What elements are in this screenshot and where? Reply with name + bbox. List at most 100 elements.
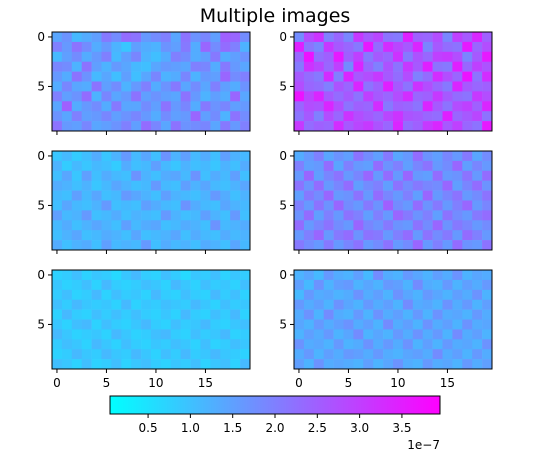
colorbar-gradient — [110, 396, 440, 414]
heatmap-cell — [151, 190, 162, 201]
heatmap-cell — [101, 329, 112, 340]
heatmap-cell — [230, 111, 241, 122]
heatmap-cell — [131, 220, 142, 231]
heatmap-cell — [452, 51, 463, 62]
heatmap-cell — [220, 359, 231, 370]
heatmap-cell — [303, 319, 315, 330]
heatmap-cell — [131, 319, 142, 330]
heatmap-cell — [313, 359, 324, 370]
heatmap-cell — [422, 210, 433, 221]
heatmap-cell — [462, 309, 473, 320]
heatmap-cell — [422, 91, 433, 102]
heatmap-cell — [81, 220, 92, 231]
heatmap-cell — [101, 41, 112, 53]
heatmap-cell — [472, 329, 483, 340]
heatmap-cell — [190, 101, 201, 112]
heatmap-cell — [81, 101, 92, 112]
heatmap-cell — [323, 339, 334, 350]
heatmap-cell — [462, 151, 473, 162]
heatmap-cell — [91, 91, 102, 102]
heatmap-cell — [71, 289, 82, 300]
heatmap-cell — [333, 71, 344, 82]
heatmap-cell — [121, 61, 132, 72]
heatmap-cell — [200, 160, 211, 172]
heatmap-cell — [141, 230, 152, 241]
heatmap-cell — [363, 210, 374, 221]
heatmap-cell — [313, 151, 324, 162]
heatmap-cell — [343, 61, 354, 72]
heatmap-cell — [462, 160, 473, 172]
heatmap-cell — [111, 180, 122, 191]
heatmap-cell — [81, 81, 92, 92]
heatmap-cell — [101, 51, 112, 62]
heatmap-cell — [452, 180, 463, 191]
heatmap-cell — [61, 299, 73, 310]
heatmap-cell — [61, 41, 73, 53]
heatmap-cell — [412, 121, 423, 132]
heatmap-cell — [121, 329, 132, 340]
heatmap-cell — [393, 101, 404, 112]
heatmap-cell — [432, 41, 443, 53]
heatmap-cell — [412, 339, 423, 350]
heatmap-cell — [210, 61, 221, 72]
heatmap-cell — [151, 111, 162, 122]
heatmap-cell — [482, 180, 493, 191]
heatmap-cell — [412, 230, 423, 241]
heatmap-cell — [160, 329, 172, 340]
heatmap-cell — [402, 359, 414, 370]
y-tick-label: 0 — [37, 30, 45, 44]
heatmap-cell — [200, 32, 211, 43]
heatmap-cell — [402, 210, 414, 221]
heatmap-cell — [91, 151, 102, 162]
heatmap-cell — [121, 32, 132, 43]
heatmap-cell — [111, 309, 122, 320]
heatmap-cell — [180, 111, 191, 122]
heatmap-cell — [81, 289, 92, 300]
heatmap-cell — [373, 319, 384, 330]
heatmap-cell — [91, 210, 102, 221]
heatmap-cell — [81, 41, 92, 53]
heatmap-cell — [393, 220, 404, 231]
heatmap-cell — [452, 71, 463, 82]
colorbar-tick-label: 0.5 — [139, 421, 158, 435]
heatmap-cell — [294, 190, 305, 201]
heatmap-cell — [353, 32, 364, 43]
heatmap-cell — [353, 220, 364, 231]
heatmap-cell — [240, 240, 251, 251]
heatmap-cell — [91, 220, 102, 231]
heatmap-cell — [101, 339, 112, 350]
heatmap-cell — [121, 160, 132, 172]
heatmap-cell — [472, 200, 483, 211]
heatmap-cell — [294, 230, 305, 241]
heatmap-cell — [131, 61, 142, 72]
heatmap-cell — [442, 111, 453, 122]
heatmap-cell — [303, 270, 315, 281]
heatmap-cell — [71, 61, 82, 72]
heatmap-cell — [323, 299, 334, 310]
heatmap-cell — [71, 170, 82, 181]
heatmap-cell — [160, 200, 172, 211]
heatmap-cell — [294, 309, 305, 320]
heatmap-cell — [71, 270, 82, 281]
heatmap-cell — [402, 121, 414, 132]
heatmap-cell — [190, 349, 201, 360]
heatmap-cell — [220, 329, 231, 340]
heatmap-cell — [353, 359, 364, 370]
heatmap-cell — [111, 121, 122, 132]
heatmap-cell — [52, 91, 63, 102]
heatmap-cell — [131, 121, 142, 132]
heatmap-cell — [383, 349, 394, 360]
heatmap-cell — [432, 180, 443, 191]
heatmap-cell — [323, 160, 334, 172]
heatmap-cell — [383, 319, 394, 330]
heatmap-cell — [141, 190, 152, 201]
heatmap-cell — [131, 359, 142, 370]
heatmap-cell — [180, 319, 191, 330]
heatmap-cell — [210, 329, 221, 340]
heatmap-cell — [432, 289, 443, 300]
heatmap-cell — [240, 170, 251, 181]
heatmap-cell — [52, 32, 63, 43]
heatmap-cell — [462, 240, 473, 251]
heatmap-cell — [210, 51, 221, 62]
